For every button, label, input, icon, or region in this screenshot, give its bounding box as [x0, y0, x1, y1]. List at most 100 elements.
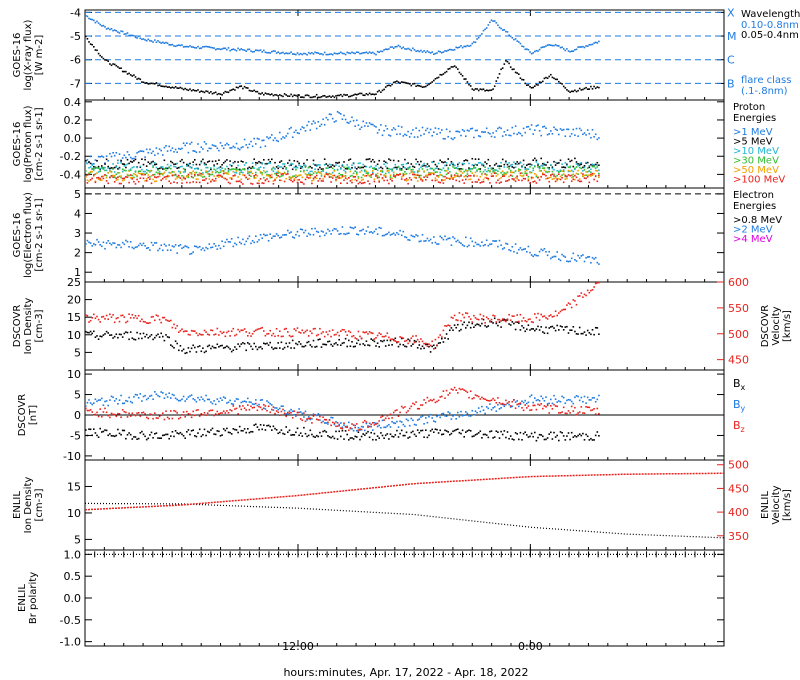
data-point	[392, 127, 395, 129]
data-point	[561, 166, 563, 169]
data-point	[307, 232, 310, 235]
data-point	[279, 166, 281, 168]
data-point	[542, 165, 544, 167]
data-point	[359, 166, 361, 168]
data-point	[296, 327, 299, 329]
data-point	[139, 37, 142, 40]
data-point	[376, 342, 379, 344]
data-point	[376, 177, 379, 179]
data-point	[364, 331, 366, 334]
data-point	[397, 174, 400, 176]
data-point	[469, 175, 472, 177]
data-point	[205, 166, 207, 169]
data-point	[485, 316, 488, 319]
data-point	[405, 168, 408, 170]
data-point	[137, 77, 140, 80]
data-point	[238, 173, 241, 176]
data-point	[272, 409, 275, 411]
data-point	[553, 175, 555, 177]
data-point	[460, 175, 462, 177]
data-point	[437, 175, 440, 177]
data-point	[380, 340, 382, 342]
data-point	[546, 44, 549, 46]
data-point	[331, 117, 334, 120]
data-point	[497, 170, 499, 172]
data-point	[128, 246, 130, 248]
data-point	[181, 165, 183, 168]
data-point	[449, 412, 451, 414]
data-point	[408, 239, 411, 241]
data-point	[495, 402, 498, 404]
data-point	[144, 180, 146, 182]
data-point	[97, 178, 100, 181]
data-point	[336, 169, 339, 171]
data-point	[218, 244, 220, 247]
data-point	[322, 416, 324, 418]
data-point	[468, 178, 470, 181]
data-point	[105, 429, 108, 432]
data-point	[490, 318, 493, 321]
data-point	[139, 332, 142, 335]
data-point	[295, 415, 297, 417]
data-point	[479, 313, 482, 316]
data-point	[208, 147, 211, 150]
data-point	[548, 168, 550, 170]
data-point	[311, 52, 313, 54]
data-point	[174, 163, 177, 165]
data-point	[590, 262, 592, 264]
data-point	[219, 247, 222, 250]
data-point	[497, 245, 499, 248]
data-point	[256, 404, 259, 407]
data-point	[227, 412, 230, 414]
data-point	[195, 409, 198, 412]
data-point	[307, 51, 310, 54]
data-point	[484, 28, 486, 31]
data-point	[213, 433, 215, 435]
data-point	[227, 346, 230, 349]
data-point	[325, 343, 328, 346]
data-point	[527, 49, 530, 51]
data-point	[368, 422, 371, 425]
data-point	[128, 338, 130, 341]
data-point	[588, 165, 591, 167]
data-point	[522, 159, 525, 162]
data-point	[298, 164, 300, 166]
data-point	[492, 20, 494, 22]
data-point	[362, 163, 364, 166]
data-point	[165, 319, 167, 321]
data-point	[176, 167, 178, 169]
data-point	[187, 413, 190, 415]
data-point	[162, 85, 164, 88]
data-point	[421, 86, 424, 88]
data-point	[235, 429, 238, 431]
data-point	[389, 159, 392, 162]
data-point	[524, 330, 526, 333]
data-point	[253, 167, 255, 169]
data-point	[271, 404, 273, 406]
data-point	[487, 244, 490, 247]
data-point	[157, 84, 159, 87]
data-point	[109, 167, 111, 170]
data-point	[455, 179, 457, 182]
data-point	[575, 161, 578, 163]
data-point	[243, 174, 246, 177]
data-point	[238, 172, 241, 174]
data-point	[197, 334, 199, 337]
data-point	[402, 337, 405, 339]
data-point	[577, 135, 579, 137]
data-point	[226, 159, 228, 161]
data-point	[129, 174, 132, 176]
data-point	[588, 439, 591, 441]
data-point	[162, 434, 164, 437]
data-point	[120, 333, 122, 336]
data-point	[197, 143, 199, 145]
data-point	[394, 46, 397, 48]
data-point	[561, 395, 563, 398]
data-point	[283, 52, 286, 55]
data-point	[593, 163, 595, 166]
data-point	[522, 45, 525, 48]
data-point	[173, 174, 175, 177]
data-point	[550, 164, 552, 166]
data-point	[582, 332, 584, 335]
data-point	[396, 45, 398, 48]
